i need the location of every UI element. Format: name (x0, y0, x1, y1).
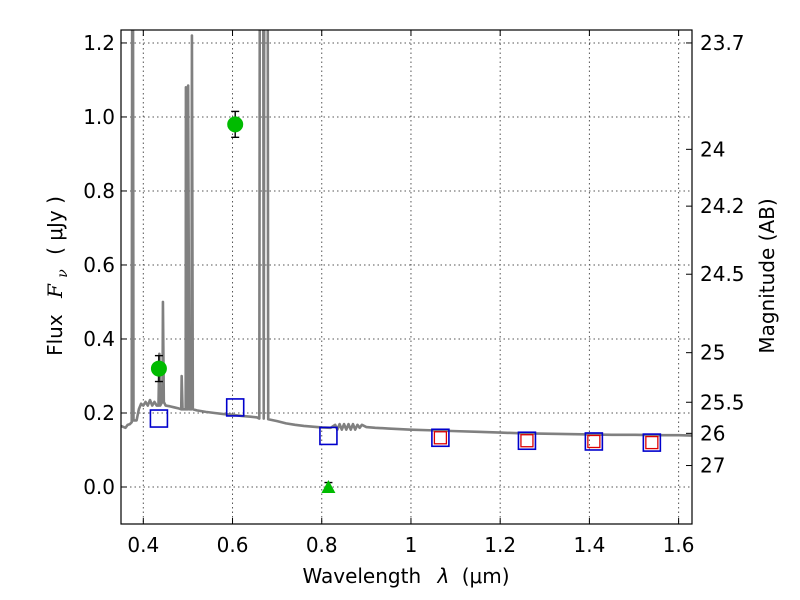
y-tick-label: 0.2 (83, 401, 115, 425)
x-tick-label: 0.6 (217, 533, 249, 557)
y-tick-label: 0.8 (83, 179, 115, 203)
y2-tick-label: 27 (700, 454, 725, 478)
model-photometry-square (642, 433, 662, 452)
observed-point (150, 360, 167, 377)
x-tick-label: 0.8 (306, 533, 338, 557)
x-tick-label: 1.2 (484, 533, 516, 557)
grid-lines (121, 30, 692, 524)
tick-layer: 0.4 0.6 0.8 1 1.2 1.4 1.6 0.0 0.2 0.4 0.6 0.8 1.0 1.2… (83, 30, 745, 557)
x-axis-label-unit: (μm) (462, 564, 510, 588)
y-tick-label: 0.4 (83, 327, 115, 351)
y2-axis-label: Magnitude (AB) (755, 198, 779, 353)
model-photometry-square (584, 432, 604, 451)
secondary-photometry-square (433, 431, 448, 445)
observed-point (227, 116, 244, 133)
plot-background (121, 30, 692, 524)
y-axis-label-sub: ν (55, 269, 71, 278)
y-axis-label: Flux F ν ( μJy ) (43, 196, 72, 356)
y-tick-label: 0.0 (83, 475, 115, 499)
secondary-photometry-square (520, 434, 534, 448)
plot-frame (120, 29, 693, 525)
model-photometry-square (319, 426, 338, 446)
secondary-photometry-square (645, 435, 659, 450)
y2-tick-label: 24.5 (700, 262, 745, 286)
x-tick-label: 1 (405, 533, 418, 557)
y-axis-label-unit: ( μJy ) (43, 196, 67, 255)
model-photometry-square (225, 398, 245, 417)
y-tick-label: 1.0 (83, 105, 115, 129)
model-photometry-square (149, 409, 169, 428)
x-tick-label: 1.4 (573, 533, 605, 557)
x-tick-label: 1.6 (663, 533, 695, 557)
marker-layer (149, 110, 662, 493)
upper-limit-triangle (321, 479, 336, 493)
y-tick-label: 0.6 (83, 253, 115, 277)
x-axis-label: Wavelength λ (μm) (302, 564, 509, 588)
y-axis-label-prefix: Flux (43, 314, 67, 356)
secondary-photometry-square (587, 434, 601, 449)
x-axis-label-symbol: λ (437, 564, 450, 588)
model-photometry-square (517, 431, 537, 451)
x-tick-label: 0.4 (127, 533, 159, 557)
y-tick-label: 1.2 (83, 31, 115, 55)
y2-tick-label: 24.2 (700, 194, 745, 218)
y2-tick-label: 25 (700, 341, 725, 365)
y-axis-label-symbol: F (43, 283, 67, 299)
y2-tick-label: 23.7 (700, 31, 745, 55)
x-axis-label-prefix: Wavelength (302, 564, 421, 588)
y2-tick-label: 26 (700, 421, 725, 445)
y2-tick-label: 24 (700, 137, 725, 161)
y2-tick-label: 25.5 (700, 390, 745, 414)
model-photometry-square (431, 428, 450, 448)
